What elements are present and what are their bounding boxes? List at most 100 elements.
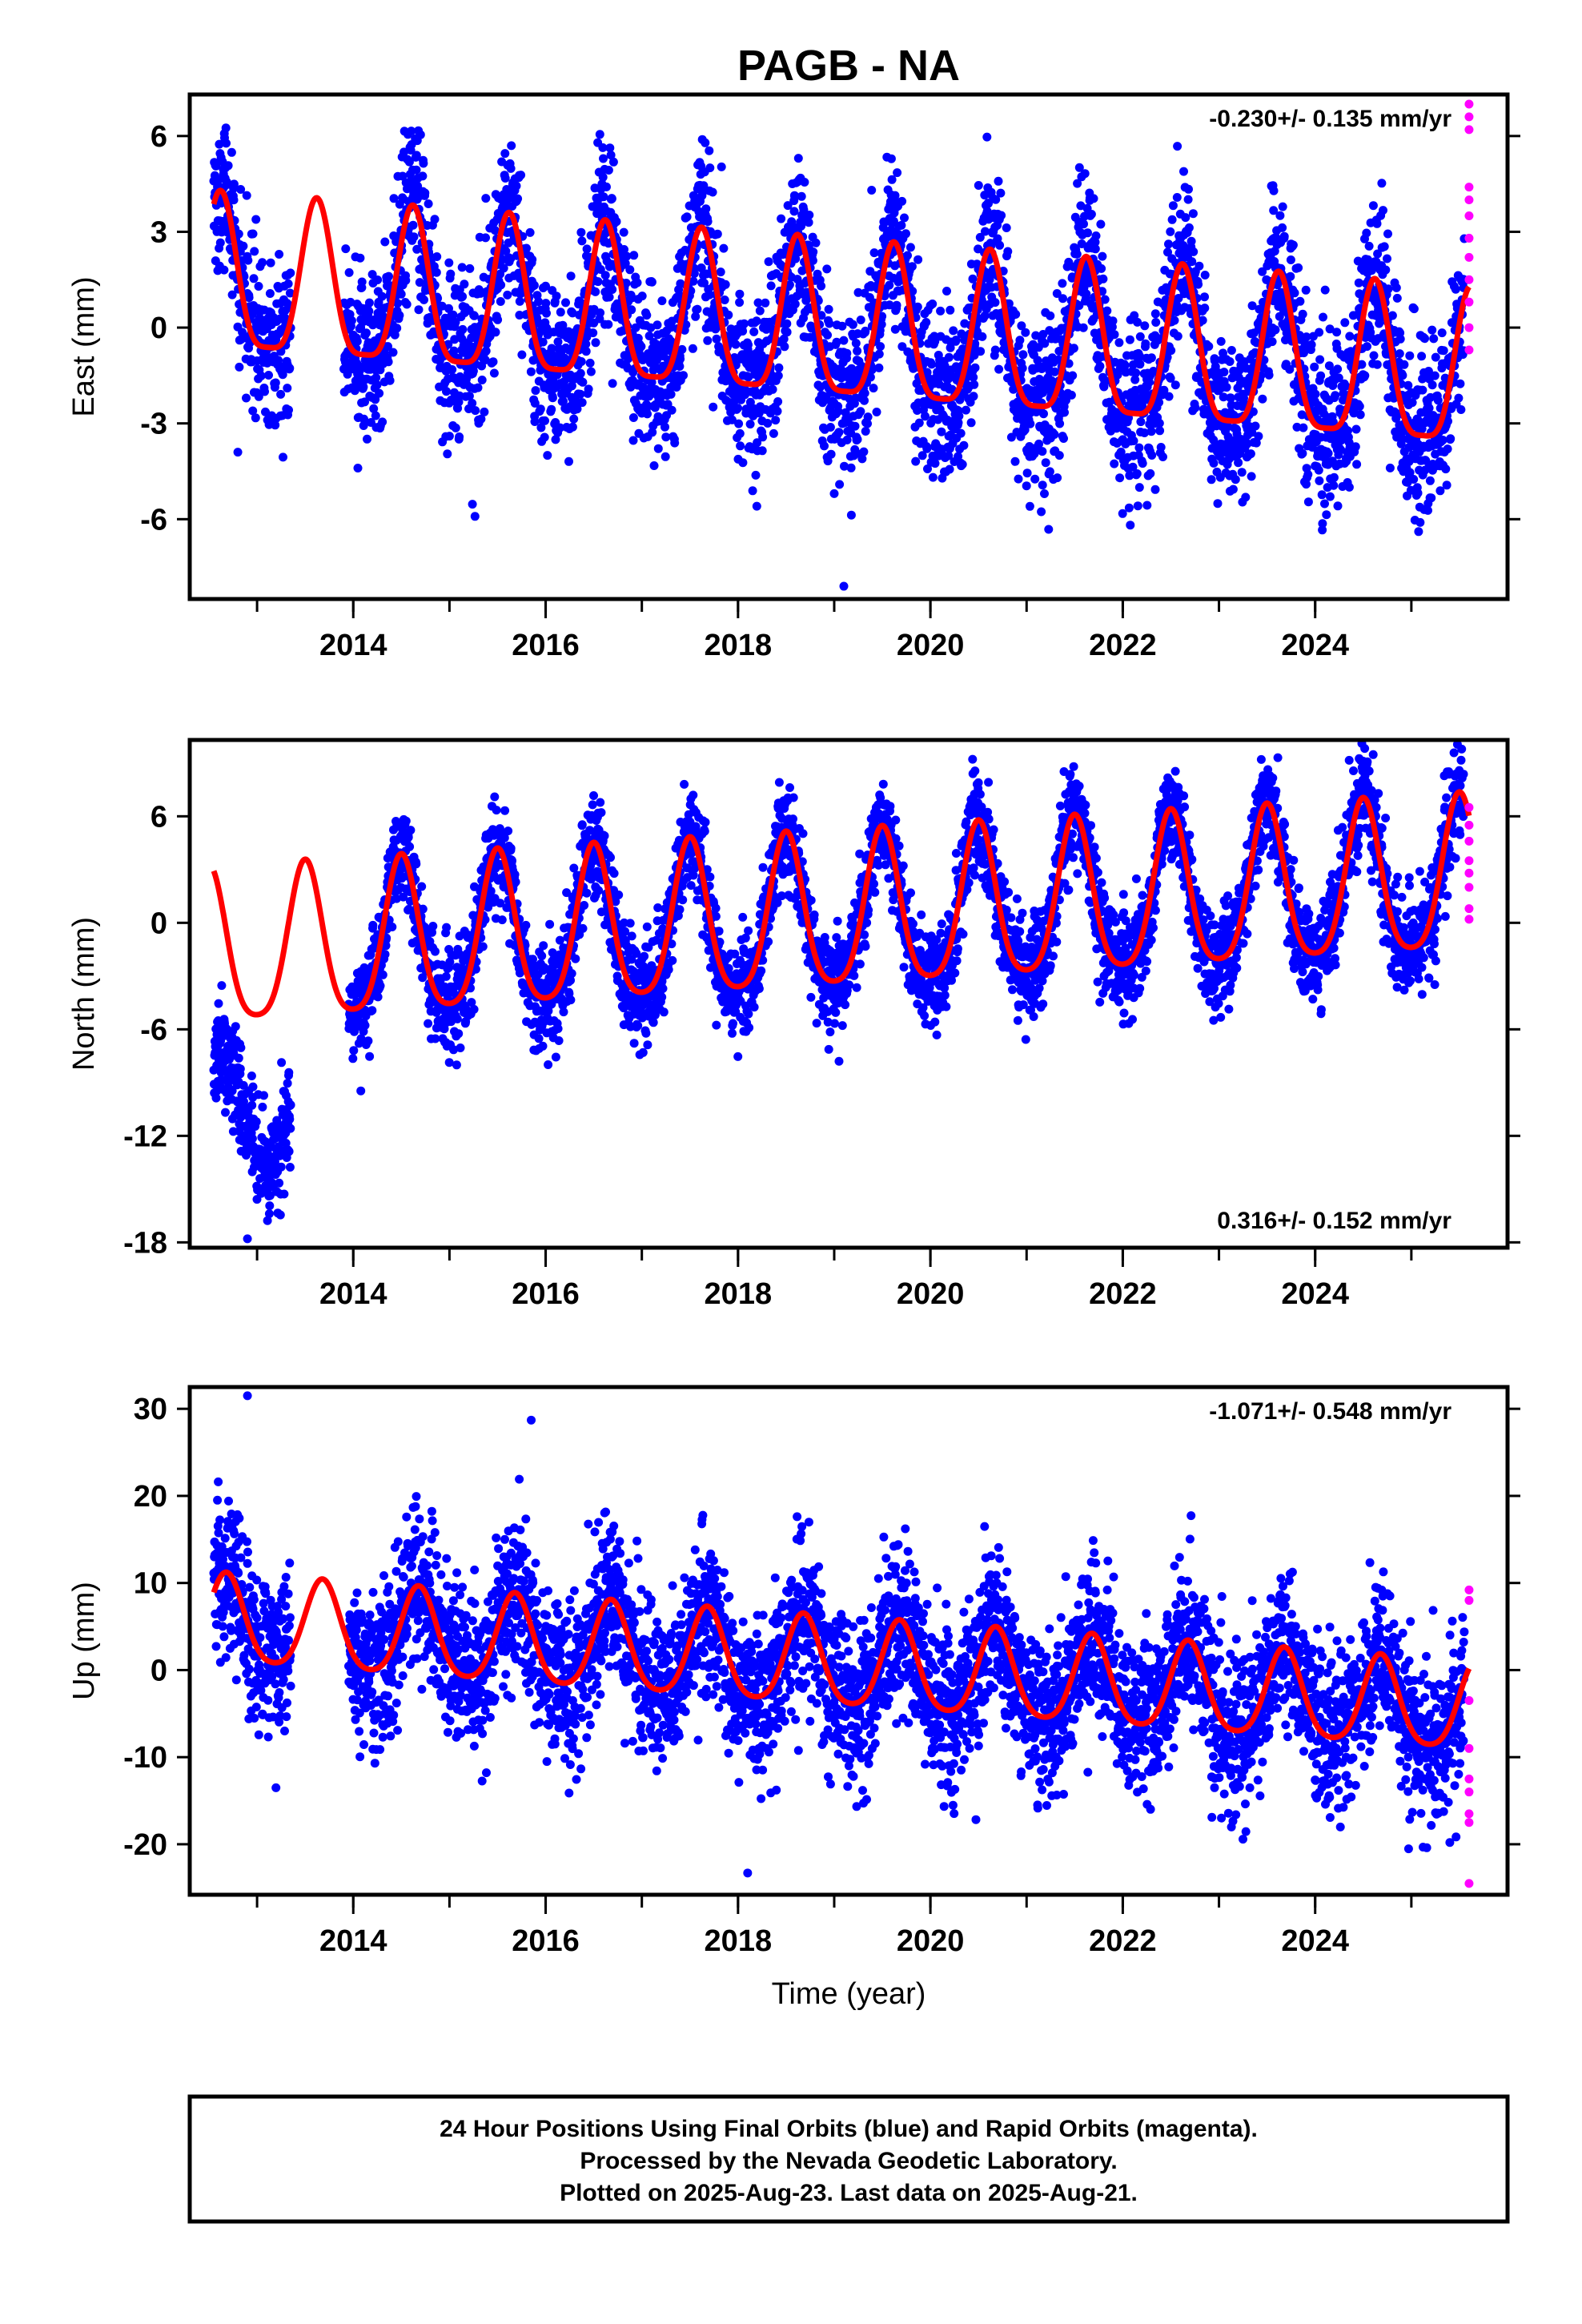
data-point bbox=[1167, 215, 1177, 224]
data-point bbox=[789, 207, 799, 216]
data-point bbox=[1091, 231, 1101, 240]
data-point bbox=[506, 163, 516, 173]
data-point bbox=[1454, 393, 1464, 403]
data-point bbox=[1372, 360, 1382, 369]
data-point bbox=[1364, 241, 1374, 251]
data-point bbox=[1288, 240, 1298, 250]
data-point bbox=[869, 384, 878, 393]
data-point bbox=[1188, 209, 1198, 219]
data-point bbox=[250, 247, 259, 256]
y-tick-label: 0 bbox=[151, 312, 167, 345]
data-point bbox=[975, 232, 985, 242]
data-point bbox=[1427, 325, 1437, 335]
data-point bbox=[769, 428, 778, 438]
data-point bbox=[344, 267, 354, 277]
data-point bbox=[1034, 439, 1044, 448]
data-point bbox=[890, 324, 900, 334]
data-point bbox=[569, 414, 579, 424]
data-point bbox=[1278, 223, 1287, 232]
data-point bbox=[371, 411, 380, 420]
data-point bbox=[1138, 459, 1147, 468]
data-point bbox=[428, 922, 438, 931]
data-point bbox=[1425, 476, 1435, 485]
data-point bbox=[1125, 471, 1134, 480]
data-point bbox=[1271, 325, 1280, 335]
data-point bbox=[401, 275, 411, 285]
data-point bbox=[409, 232, 419, 242]
data-point bbox=[956, 428, 966, 438]
data-point bbox=[1269, 186, 1279, 195]
data-point bbox=[1040, 339, 1050, 348]
data-point bbox=[936, 306, 946, 316]
data-point bbox=[1066, 390, 1076, 400]
data-point bbox=[1433, 396, 1443, 405]
data-point bbox=[464, 392, 474, 400]
x-tick-label: 2014 bbox=[319, 1277, 387, 1311]
data-point bbox=[1456, 405, 1466, 414]
data-point bbox=[1443, 444, 1452, 454]
data-point bbox=[1409, 304, 1419, 314]
data-point bbox=[547, 344, 556, 353]
data-point bbox=[1017, 321, 1026, 331]
data-point bbox=[244, 293, 254, 303]
data-point bbox=[455, 432, 464, 441]
data-point bbox=[1166, 373, 1175, 383]
data-point bbox=[644, 332, 654, 340]
data-point bbox=[341, 244, 351, 254]
data-point bbox=[969, 392, 978, 401]
data-point bbox=[783, 201, 793, 211]
data-point bbox=[1399, 360, 1409, 369]
data-point bbox=[1241, 493, 1251, 502]
data-point bbox=[500, 174, 510, 183]
x-tick-label: 2018 bbox=[705, 629, 773, 662]
data-point bbox=[1060, 408, 1069, 417]
data-point bbox=[1073, 179, 1082, 188]
data-point bbox=[365, 1051, 375, 1061]
data-point bbox=[649, 461, 659, 470]
data-point bbox=[1031, 331, 1041, 340]
data-point bbox=[735, 298, 745, 308]
data-point bbox=[604, 166, 613, 175]
data-point bbox=[869, 248, 879, 258]
data-point bbox=[970, 339, 980, 348]
data-point bbox=[265, 289, 275, 298]
data-point bbox=[248, 229, 258, 239]
data-point bbox=[676, 354, 685, 364]
data-point bbox=[705, 163, 715, 173]
data-point bbox=[885, 280, 894, 290]
data-point bbox=[700, 278, 709, 287]
data-point bbox=[846, 463, 856, 472]
data-point bbox=[477, 376, 487, 384]
data-point bbox=[1286, 255, 1295, 264]
data-point bbox=[1340, 318, 1350, 328]
data-point bbox=[368, 920, 378, 930]
data-point bbox=[1369, 351, 1379, 360]
data-point bbox=[1191, 403, 1200, 412]
data-point bbox=[790, 300, 800, 309]
data-point bbox=[387, 923, 397, 931]
data-point bbox=[1136, 417, 1146, 427]
data-point bbox=[450, 335, 460, 344]
data-point bbox=[1095, 361, 1105, 371]
data-point bbox=[1038, 330, 1048, 339]
data-point bbox=[516, 171, 526, 180]
data-point bbox=[1209, 458, 1219, 468]
data-point bbox=[396, 289, 406, 299]
data-point bbox=[1053, 473, 1062, 483]
data-point bbox=[598, 172, 608, 182]
data-point bbox=[1151, 318, 1161, 327]
data-point bbox=[588, 328, 598, 338]
data-point bbox=[1352, 460, 1362, 469]
data-point bbox=[980, 311, 990, 320]
data-point bbox=[1319, 312, 1327, 322]
data-point bbox=[619, 227, 628, 237]
data-point bbox=[1083, 228, 1092, 238]
data-point bbox=[857, 454, 867, 464]
data-point bbox=[764, 257, 773, 267]
data-point bbox=[867, 186, 877, 195]
data-point bbox=[352, 336, 362, 346]
data-point bbox=[372, 380, 382, 390]
data-point bbox=[1146, 427, 1156, 436]
data-point bbox=[1413, 489, 1423, 498]
data-point bbox=[541, 281, 550, 291]
